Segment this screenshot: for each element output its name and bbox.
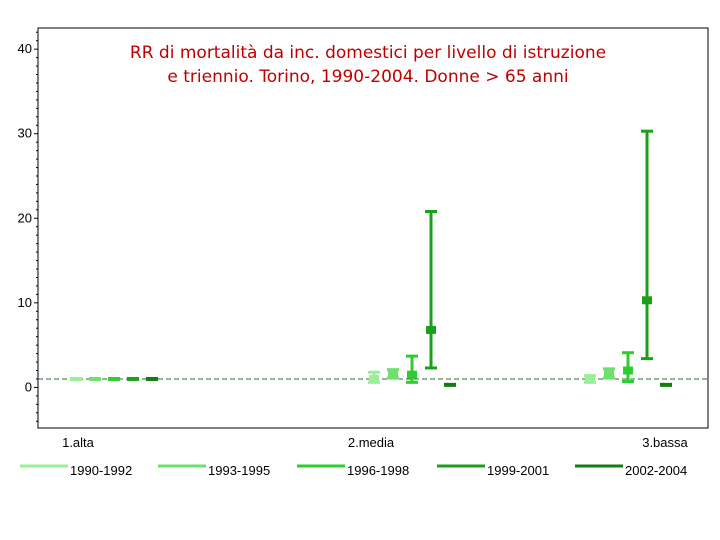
legend-label: 1999-2001 xyxy=(487,463,549,478)
error-bar xyxy=(387,368,399,380)
chart-title-line1: RR di mortalità da inc. domestici per li… xyxy=(130,43,606,63)
error-bars xyxy=(70,129,672,387)
error-bar xyxy=(406,354,418,384)
legend-label: 2002-2004 xyxy=(625,463,687,478)
error-bar xyxy=(127,376,139,381)
y-tick-label: 30 xyxy=(18,126,32,141)
category-label: 3.bassa xyxy=(642,435,688,450)
y-tick-label: 40 xyxy=(18,41,32,56)
point-estimate xyxy=(623,366,633,375)
category-label: 2.media xyxy=(348,435,395,450)
legend: 1990-1992 1993-1995 1996-1998 1999-2001 2002… xyxy=(20,463,687,478)
error-bar xyxy=(425,210,437,370)
y-tick-label: 10 xyxy=(18,295,32,310)
point-estimate xyxy=(70,376,82,381)
point-estimate xyxy=(642,296,652,305)
error-bar xyxy=(108,376,120,381)
error-bar xyxy=(444,382,456,387)
point-estimate xyxy=(604,369,614,378)
error-bar xyxy=(368,370,380,384)
legend-label: 1990-1992 xyxy=(70,463,132,478)
y-tick-label: 20 xyxy=(18,210,32,225)
category-labels: 1.alta 2.media 3.bassa xyxy=(62,435,688,450)
legend-label: 1993-1995 xyxy=(208,463,270,478)
point-estimate xyxy=(89,376,101,381)
point-estimate xyxy=(108,376,120,381)
chart-title-line2: e triennio. Torino, 1990-2004. Donne > 6… xyxy=(167,67,568,87)
error-bar xyxy=(622,351,634,383)
point-estimate xyxy=(369,374,379,383)
error-bar xyxy=(603,367,615,380)
y-axis: 0 10 20 30 40 xyxy=(18,31,38,422)
legend-label: 1996-1998 xyxy=(347,463,409,478)
error-bar xyxy=(70,376,82,381)
point-estimate xyxy=(127,376,139,381)
error-bar xyxy=(641,129,653,361)
point-estimate xyxy=(146,376,158,381)
point-estimate xyxy=(585,374,595,383)
point-estimate xyxy=(444,382,456,387)
point-estimate xyxy=(426,325,436,334)
category-label: 1.alta xyxy=(62,435,95,450)
y-tick-label: 0 xyxy=(25,379,32,394)
plot-frame xyxy=(37,27,709,429)
point-estimate xyxy=(407,370,417,379)
error-bar xyxy=(584,374,596,384)
error-bar xyxy=(660,382,672,387)
point-estimate xyxy=(660,382,672,387)
point-estimate xyxy=(388,369,398,378)
error-bar xyxy=(89,376,101,381)
error-bar xyxy=(146,376,158,381)
